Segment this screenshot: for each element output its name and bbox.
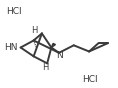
- Text: N: N: [56, 51, 63, 60]
- Text: H: H: [42, 63, 49, 72]
- Text: HCl: HCl: [6, 7, 22, 15]
- Text: H: H: [32, 26, 38, 35]
- Polygon shape: [51, 43, 55, 48]
- Text: HN: HN: [4, 43, 18, 52]
- Text: HCl: HCl: [82, 75, 97, 84]
